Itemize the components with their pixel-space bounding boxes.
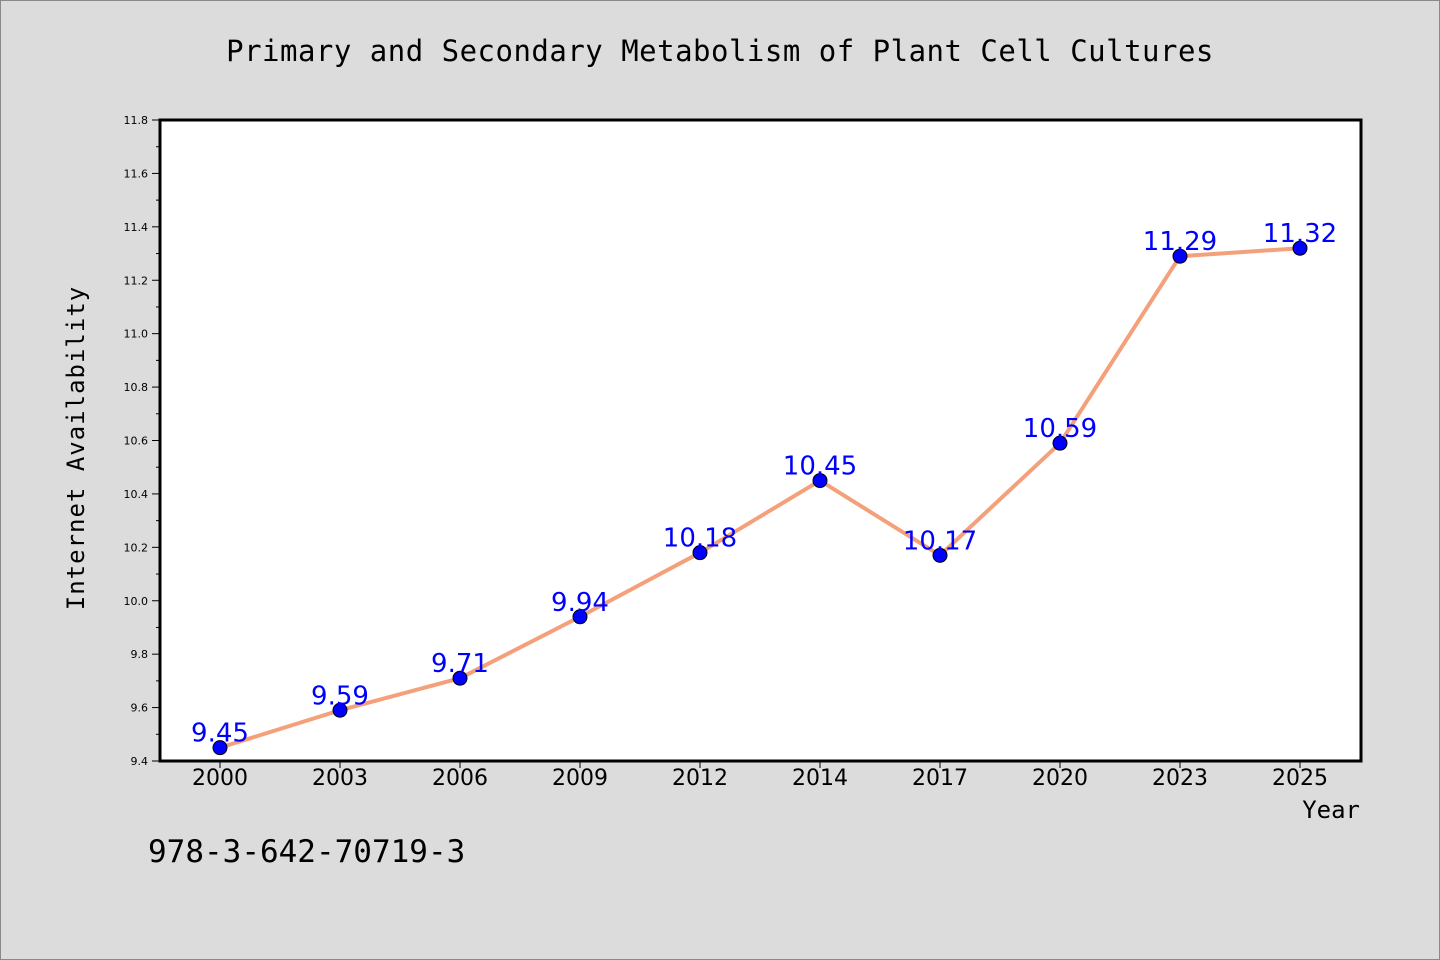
x-axis: 2000 2003 2006 2009 2012 2014 2017 2020 2023 2025 <box>192 761 1328 791</box>
x-tick-label: 2020 <box>1032 766 1088 791</box>
y-tick-label: 11.6 <box>124 167 149 180</box>
data-label: 10.17 <box>903 526 977 556</box>
y-tick-label: 10.0 <box>124 595 149 608</box>
y-tick-label: 10.8 <box>124 381 149 394</box>
data-label: 9.45 <box>191 719 249 749</box>
data-label: 9.71 <box>431 649 489 679</box>
y-tick-label: 9.6 <box>131 702 149 715</box>
y-tick-label: 11.8 <box>124 114 149 127</box>
y-tick-label: 9.8 <box>131 648 149 661</box>
data-point <box>1292 240 1308 256</box>
y-tick-label: 10.6 <box>124 435 149 448</box>
isbn-text: 978-3-642-70719-3 <box>148 834 466 870</box>
data-point <box>332 702 348 718</box>
chart-title: Primary and Secondary Metabolism of Plan… <box>226 34 1214 68</box>
data-label: 10.59 <box>1023 414 1097 444</box>
x-tick-label: 2023 <box>1152 766 1208 791</box>
x-tick-label: 2006 <box>432 766 488 791</box>
x-tick-label: 2017 <box>912 766 968 791</box>
y-axis: 9.4 9.6 9.8 10.0 10.2 10.4 10.6 10.8 11.0 11.2 11.… <box>124 114 160 768</box>
data-point <box>1052 435 1068 451</box>
data-label: 11.29 <box>1143 227 1217 257</box>
y-tick-label: 10.4 <box>124 488 149 501</box>
series-line <box>218 246 1302 750</box>
data-point <box>1172 248 1188 264</box>
data-label: 9.59 <box>311 681 369 711</box>
y-tick-label: 9.4 <box>131 755 149 768</box>
data-point <box>812 473 828 489</box>
series-layer: 9.45 9.59 9.71 9.94 10.18 10.45 10.17 10.59 11.2… <box>191 219 1337 756</box>
x-tick-label: 2009 <box>552 766 608 791</box>
y-tick-label: 11.0 <box>124 328 149 341</box>
data-point <box>932 547 948 563</box>
y-tick-label: 11.2 <box>124 274 149 287</box>
x-tick-label: 2025 <box>1272 766 1328 791</box>
x-tick-label: 2003 <box>312 766 368 791</box>
data-point <box>212 740 228 756</box>
data-label: 9.94 <box>551 588 609 618</box>
data-label: 10.18 <box>663 524 737 554</box>
data-point <box>452 670 468 686</box>
x-tick-label: 2000 <box>192 766 248 791</box>
x-tick-label: 2014 <box>792 766 848 791</box>
x-axis-label: Year <box>1302 796 1360 824</box>
y-tick-label: 10.2 <box>124 541 149 554</box>
data-point <box>572 609 588 625</box>
plot-border <box>158 118 1363 763</box>
x-tick-label: 2012 <box>672 766 728 791</box>
data-point <box>692 545 708 561</box>
plot-area <box>160 120 1361 761</box>
data-label: 10.45 <box>783 452 857 482</box>
data-label: 11.32 <box>1263 219 1337 249</box>
y-tick-label: 11.4 <box>124 221 149 234</box>
